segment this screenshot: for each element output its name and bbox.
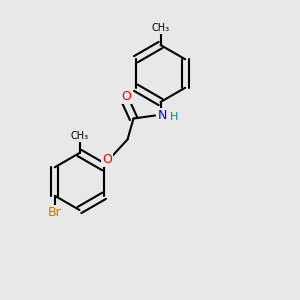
Text: CH₃: CH₃ bbox=[152, 23, 169, 33]
Text: H: H bbox=[170, 112, 178, 122]
Text: O: O bbox=[121, 90, 131, 103]
Text: Br: Br bbox=[48, 206, 62, 219]
Text: CH₃: CH₃ bbox=[70, 131, 88, 141]
Text: N: N bbox=[157, 109, 167, 122]
Text: O: O bbox=[102, 152, 112, 166]
